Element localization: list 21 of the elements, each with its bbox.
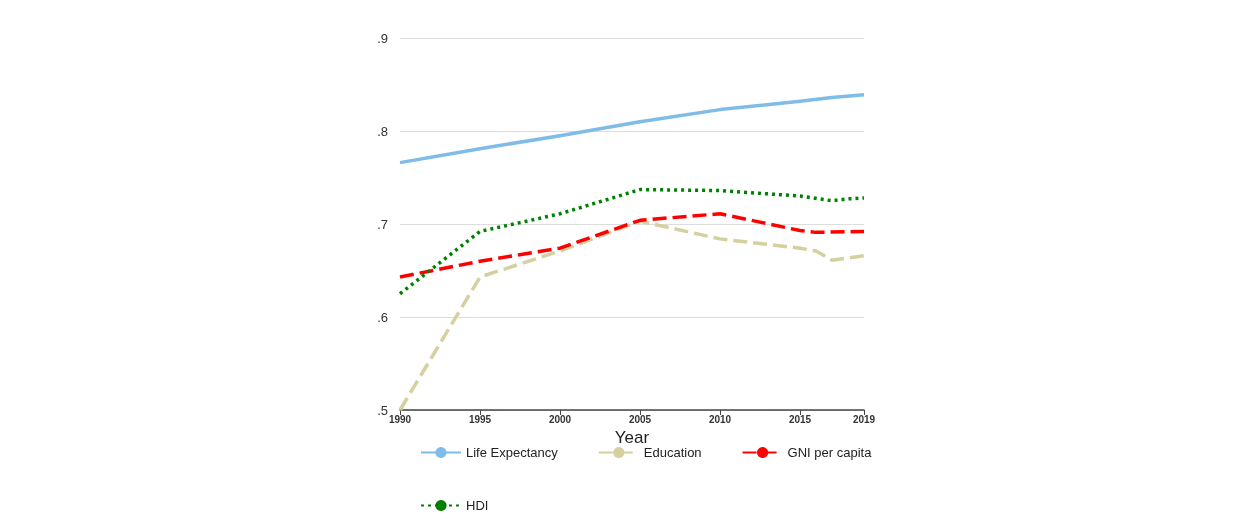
y-tick-label: .8 bbox=[377, 123, 388, 139]
y-tick-label: .7 bbox=[377, 216, 388, 232]
line-series bbox=[398, 92, 866, 165]
legend-label: HDI bbox=[466, 498, 489, 513]
x-tick-label: 2015 bbox=[788, 413, 812, 425]
legend-label: Education bbox=[643, 445, 702, 460]
line-series bbox=[398, 187, 866, 296]
y-tick-label: .9 bbox=[377, 30, 388, 46]
line-series bbox=[398, 219, 866, 412]
x-axis-title: Year bbox=[614, 427, 650, 447]
x-tick-label: 2019 bbox=[852, 413, 876, 425]
legend-label: GNI per capita bbox=[787, 445, 873, 460]
x-tick-label: 1995 bbox=[468, 413, 492, 425]
line-series bbox=[398, 212, 866, 279]
legend-label: Life Expectancy bbox=[466, 445, 559, 460]
x-tick-label: 1990 bbox=[388, 413, 412, 425]
x-tick-label: 2010 bbox=[708, 413, 732, 425]
y-tick-label: .5 bbox=[377, 402, 388, 418]
y-tick-label: .6 bbox=[377, 309, 388, 325]
x-tick-label: 2000 bbox=[548, 413, 572, 425]
x-tick-label: 2005 bbox=[628, 413, 652, 425]
